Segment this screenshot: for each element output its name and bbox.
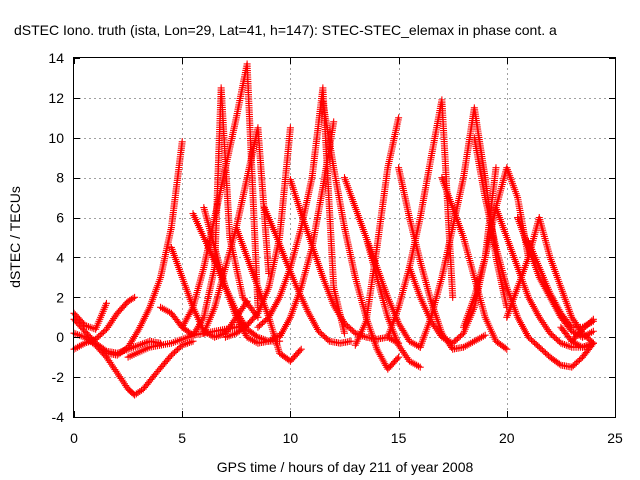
data-point-marker: [105, 357, 113, 365]
data-point-marker: [226, 322, 234, 330]
y-tick-label: 0: [56, 329, 64, 345]
y-tick-label: 8: [56, 170, 64, 186]
data-point-marker: [297, 345, 305, 353]
chart-title: dSTEC Iono. truth (ista, Lon=29, Lat=41,…: [14, 22, 557, 38]
data-point-marker: [119, 378, 127, 386]
data-point-marker: [105, 322, 113, 330]
data-point-marker: [102, 299, 110, 307]
x-tick-label: 25: [607, 430, 623, 446]
data-point-marker: [241, 301, 249, 309]
data-point-marker: [104, 323, 112, 331]
data-point-marker: [324, 336, 332, 344]
data-point-marker: [341, 329, 348, 337]
data-point-marker: [122, 382, 130, 390]
y-tick-label: 2: [56, 289, 64, 305]
data-point-marker: [395, 353, 403, 361]
data-point-marker: [111, 366, 119, 374]
data-point-marker: [243, 297, 251, 305]
data-series: [70, 293, 139, 353]
data-point-marker: [108, 316, 116, 324]
data-point-marker: [104, 355, 112, 363]
data-point-marker: [238, 304, 246, 312]
data-point-marker: [296, 347, 304, 355]
data-point-marker: [223, 327, 231, 335]
data-point-marker: [120, 380, 128, 388]
data-point-marker: [189, 337, 197, 345]
x-tick-label: 5: [178, 430, 186, 446]
data-point-marker: [107, 360, 115, 368]
y-tick-label: 14: [48, 50, 64, 66]
y-tick-label: 6: [56, 210, 64, 226]
y-tick-label: -2: [52, 369, 65, 385]
data-point-marker: [106, 320, 114, 328]
data-point-marker: [107, 318, 115, 326]
data-series: [200, 204, 284, 347]
data-series: [200, 124, 273, 337]
data-point-marker: [113, 369, 121, 377]
data-point-marker: [112, 367, 120, 375]
data-point-marker: [286, 124, 294, 132]
x-axis-label: GPS time / hours of day 211 of year 2008: [217, 459, 474, 475]
data-point-marker: [106, 358, 114, 366]
data-point-marker: [242, 299, 250, 307]
data-point-marker: [224, 326, 232, 334]
data-point-marker: [102, 325, 110, 333]
data-point-marker: [166, 353, 174, 361]
data-point-marker: [129, 294, 137, 302]
data-series: [286, 176, 403, 347]
data-point-marker: [393, 355, 401, 363]
x-tick-label: 15: [391, 430, 407, 446]
y-tick-label: 12: [48, 90, 64, 106]
data-series: [102, 138, 186, 359]
data-point-marker: [330, 118, 338, 126]
data-point-marker: [347, 337, 355, 345]
data-point-marker: [110, 364, 118, 372]
data-point-marker: [227, 320, 235, 328]
y-tick-label: 4: [56, 249, 64, 265]
data-point-marker: [111, 313, 119, 321]
data-series: [260, 204, 355, 347]
data-point-marker: [110, 315, 118, 323]
data-point-marker: [237, 306, 245, 314]
x-tick-label: 0: [70, 430, 78, 446]
x-tick-label: 20: [499, 430, 515, 446]
data-point-marker: [118, 376, 126, 384]
y-axis-label: dSTEC / TECUs: [7, 186, 23, 288]
data-series: [70, 329, 197, 399]
data-point-marker: [131, 293, 139, 301]
data-point-marker: [108, 362, 116, 370]
data-point-marker: [240, 303, 248, 311]
data-series: [70, 299, 110, 333]
data-point-marker: [116, 373, 124, 381]
x-tick-label: 10: [283, 430, 299, 446]
data-point-marker: [117, 374, 125, 382]
data-series: [232, 224, 305, 365]
data-point-marker: [229, 319, 237, 327]
data-series: [178, 60, 262, 331]
y-tick-label: 10: [48, 130, 64, 146]
y-tick-label: -4: [52, 409, 65, 425]
data-point-marker: [225, 324, 233, 332]
data-point-marker: [178, 138, 186, 146]
data-point-marker: [114, 371, 122, 379]
data-points: [70, 60, 597, 399]
data-series: [319, 98, 403, 373]
